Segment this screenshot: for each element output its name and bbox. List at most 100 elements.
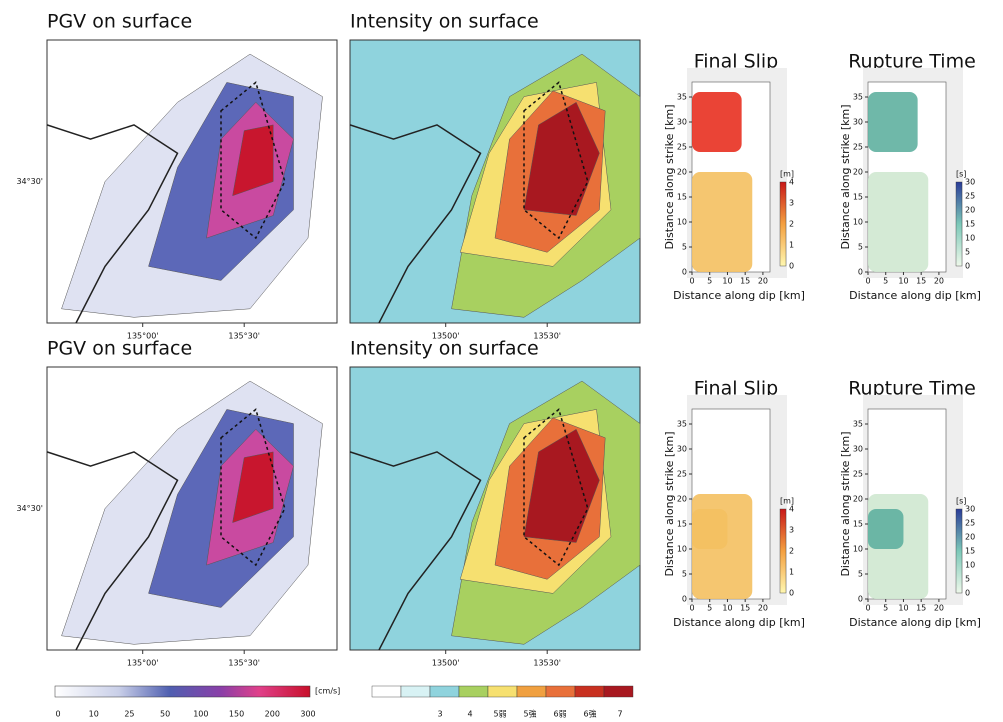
intensity-colorbar-cell	[400, 685, 431, 698]
colorbar-tick-label: 5	[965, 248, 970, 257]
y-tick-label: 35	[677, 420, 687, 429]
colorbar-tick-label: 50	[160, 710, 170, 719]
y-tick-label: 10	[853, 545, 863, 554]
lon-label: 13530'	[533, 332, 561, 341]
coastline	[46, 124, 179, 324]
x-tick-label: 20	[758, 604, 768, 613]
x-tick-label: 10	[722, 277, 732, 286]
lon-label: 135°00'	[127, 332, 159, 341]
y-tick-label: 5	[682, 243, 687, 252]
coastline	[349, 124, 482, 324]
colorbar-tick-label: 3	[789, 526, 794, 535]
y-tick-label: 15	[853, 520, 863, 529]
colorbar-tick-label: 0	[789, 589, 794, 598]
colorbar	[955, 508, 963, 594]
colorbar-tick-label: 3	[789, 199, 794, 208]
colorbar-tick-label: 4	[789, 505, 794, 514]
colorbar-tick-label: 5強	[523, 709, 536, 719]
x-axis-label: Distance along dip [km]	[849, 289, 981, 302]
colorbar-unit: [s]	[956, 497, 966, 506]
colorbar-tick-label: 15	[965, 220, 975, 229]
x-tick-label: 0	[865, 277, 870, 286]
lon-label: 135°30'	[228, 659, 260, 668]
x-axis-label: Distance along dip [km]	[673, 289, 805, 302]
panel-title: Final Slip	[694, 378, 779, 400]
x-tick-label: 20	[758, 277, 768, 286]
panel-title: Intensity on surface	[350, 11, 539, 33]
y-tick-label: 15	[853, 193, 863, 202]
intensity-colorbar-cell	[516, 685, 547, 698]
x-tick-label: 5	[883, 277, 888, 286]
plot-region	[692, 92, 742, 152]
colorbar-tick-label: 6強	[583, 709, 596, 719]
y-tick-label: 20	[853, 168, 863, 177]
y-tick-label: 10	[677, 218, 687, 227]
y-tick-label: 20	[677, 168, 687, 177]
x-tick-label: 5	[707, 277, 712, 286]
panel-title: PGV on surface	[47, 11, 192, 33]
intensity-colorbar-cell	[487, 685, 518, 698]
colorbar-tick-label: 4	[467, 710, 472, 719]
panel-title: Rupture Time	[848, 51, 976, 73]
colorbar-unit: [s]	[956, 170, 966, 179]
colorbar-tick-label: 6弱	[553, 710, 566, 719]
y-tick-label: 10	[853, 218, 863, 227]
y-tick-label: 25	[853, 143, 863, 152]
colorbar-tick-label: 20	[965, 533, 975, 542]
colorbar-tick-label: 7	[617, 710, 622, 719]
x-tick-label: 15	[740, 277, 750, 286]
lat-label: 34°30'	[16, 504, 43, 513]
y-tick-label: 20	[677, 495, 687, 504]
colorbar-tick-label: 2	[789, 220, 794, 229]
y-tick-label: 35	[853, 420, 863, 429]
lon-label: 13530'	[533, 659, 561, 668]
map-contour	[523, 428, 600, 543]
plot-region	[868, 509, 904, 549]
y-tick-label: 0	[682, 595, 687, 604]
colorbar-tick-label: 4	[789, 178, 794, 187]
x-tick-label: 5	[707, 604, 712, 613]
panel-title: PGV on surface	[47, 338, 192, 360]
y-tick-label: 30	[853, 118, 863, 127]
x-tick-label: 10	[898, 277, 908, 286]
y-axis-label: Distance along strike [km]	[839, 104, 852, 249]
intensity-colorbar-cell	[371, 685, 402, 698]
plot-region	[692, 172, 753, 272]
map-contour	[523, 101, 600, 216]
y-tick-label: 15	[677, 193, 687, 202]
y-tick-label: 35	[853, 93, 863, 102]
colorbar-tick-label: 10	[965, 234, 975, 243]
colorbar-unit: [m]	[780, 170, 794, 179]
x-tick-label: 15	[740, 604, 750, 613]
map-contour	[232, 451, 274, 523]
y-tick-label: 0	[858, 268, 863, 277]
colorbar-unit: [cm/s]	[315, 687, 340, 696]
colorbar	[779, 181, 787, 267]
colorbar-tick-label: 100	[193, 710, 208, 719]
colorbar-tick-label: 3	[437, 710, 442, 719]
x-tick-label: 0	[865, 604, 870, 613]
y-tick-label: 35	[677, 93, 687, 102]
lon-label: 13500'	[432, 659, 460, 668]
fault-outline	[523, 408, 589, 567]
x-tick-label: 15	[916, 604, 926, 613]
intensity-colorbar-cell	[429, 685, 460, 698]
plot-region	[868, 172, 929, 272]
y-tick-label: 30	[677, 118, 687, 127]
coastline	[349, 451, 482, 651]
colorbar-tick-label: 5弱	[493, 710, 506, 719]
y-tick-label: 5	[682, 570, 687, 579]
y-tick-label: 30	[853, 445, 863, 454]
intensity-colorbar-cell	[574, 685, 605, 698]
y-tick-label: 0	[682, 268, 687, 277]
colorbar-tick-label: 15	[965, 547, 975, 556]
lon-label: 135°30'	[228, 332, 260, 341]
colorbar-tick-label: 150	[229, 710, 244, 719]
x-tick-label: 10	[722, 604, 732, 613]
intensity-colorbar-cell	[545, 685, 576, 698]
fault-outline	[220, 408, 286, 567]
colorbar-tick-label: 5	[965, 575, 970, 584]
lon-label: 13500'	[432, 332, 460, 341]
x-axis-label: Distance along dip [km]	[849, 616, 981, 629]
